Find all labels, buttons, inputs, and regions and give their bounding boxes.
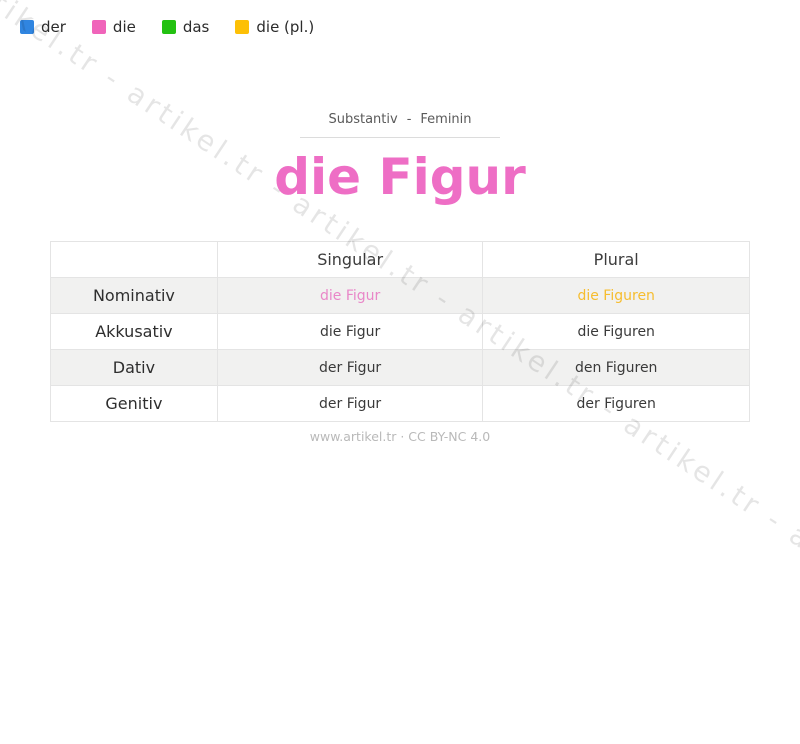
page-title: die Figur xyxy=(274,148,526,206)
plural-column-header: Plural xyxy=(482,241,750,278)
word-type-label: Substantiv xyxy=(328,112,398,127)
table-header-row: Singular Plural xyxy=(50,241,750,278)
singular-value: der Figur xyxy=(216,349,484,386)
plural-value: die Figuren xyxy=(482,313,750,350)
legend-item-die-pl: die (pl.) xyxy=(235,18,314,36)
table-row-genitiv: Genitiv der Figur der Figuren xyxy=(50,385,750,422)
singular-value: die Figur xyxy=(216,313,484,350)
plural-value: der Figuren xyxy=(482,385,750,422)
declension-table: Singular Plural Nominativ die Figur die … xyxy=(50,241,750,422)
singular-column-header: Singular xyxy=(216,241,484,278)
table-row-akkusativ: Akkusativ die Figur die Figuren xyxy=(50,313,750,350)
legend-item-das: das xyxy=(161,18,210,36)
empty-header-cell xyxy=(50,241,218,278)
legend-label-die-pl: die (pl.) xyxy=(256,18,315,36)
legend-item-der: der xyxy=(20,18,66,36)
singular-value: die Figur xyxy=(216,277,484,314)
die-color-swatch-icon xyxy=(91,20,106,34)
case-label: Akkusativ xyxy=(50,313,218,350)
legend-label-die: die xyxy=(112,18,136,36)
legend-item-die: die xyxy=(91,18,136,36)
case-label: Dativ xyxy=(50,349,218,386)
article-legend: der die das die (pl.) xyxy=(20,18,314,36)
legend-label-der: der xyxy=(41,18,66,36)
word-type-subtitle: Substantiv - Feminin xyxy=(0,112,800,127)
gender-label: Feminin xyxy=(420,112,472,127)
attribution-footer: www.artikel.tr · CC BY-NC 4.0 xyxy=(309,429,491,444)
case-label: Nominativ xyxy=(50,277,218,314)
case-label: Genitiv xyxy=(50,385,218,422)
plural-value: die Figuren xyxy=(482,277,750,314)
subtitle-divider xyxy=(300,137,500,138)
table-row-dativ: Dativ der Figur den Figuren xyxy=(50,349,750,386)
plural-value: den Figuren xyxy=(482,349,750,386)
legend-label-das: das xyxy=(182,18,210,36)
die-pl-color-swatch-icon xyxy=(235,20,250,34)
subtitle-separator: - xyxy=(406,112,412,127)
der-color-swatch-icon xyxy=(20,20,34,34)
singular-value: der Figur xyxy=(216,385,484,422)
table-row-nominativ: Nominativ die Figur die Figuren xyxy=(50,277,750,314)
das-color-swatch-icon xyxy=(161,20,176,34)
